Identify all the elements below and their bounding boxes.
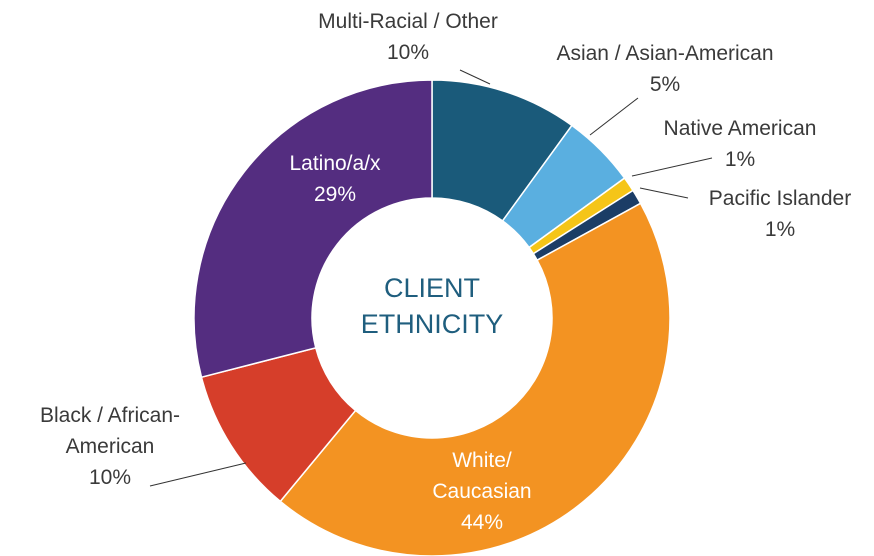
value-label: 5% <box>649 73 681 96</box>
slice-label: Black / African-American 10% <box>0 400 220 493</box>
category-label: Asian / Asian-American <box>556 42 774 65</box>
category-label: Native American <box>663 117 817 140</box>
value-label: 1% <box>724 148 756 171</box>
category-label: Multi-Racial / Other <box>318 10 498 33</box>
value-label: 10% <box>386 41 430 64</box>
category-label: White/ Caucasian <box>432 449 532 503</box>
slice-label: Multi-Racial / Other 10% <box>318 6 498 68</box>
category-label: Latino/a/x <box>289 152 381 175</box>
category-label: Pacific Islander <box>708 187 852 210</box>
leader-line <box>459 69 491 85</box>
slice-label: White/ Caucasian 44% <box>417 445 547 538</box>
slice <box>193 79 433 379</box>
leader-line <box>631 157 713 177</box>
value-label: 44% <box>460 511 504 534</box>
value-label: 1% <box>764 218 796 241</box>
leader-line <box>589 97 639 136</box>
slice-label: Asian / Asian-American 5% <box>556 38 773 100</box>
slice-label: Latino/a/x 29% <box>289 148 380 210</box>
slice-label: Native American 1% <box>664 113 817 175</box>
slice-label: Pacific Islander 1% <box>709 183 851 245</box>
value-label: 29% <box>313 183 357 206</box>
category-label: Black / African-American <box>39 404 181 458</box>
leader-line <box>639 187 689 199</box>
value-label: 10% <box>88 466 132 489</box>
chart-title: CLIENT ETHNICITY <box>360 273 504 339</box>
leader-line <box>149 462 247 487</box>
slice <box>279 202 671 556</box>
